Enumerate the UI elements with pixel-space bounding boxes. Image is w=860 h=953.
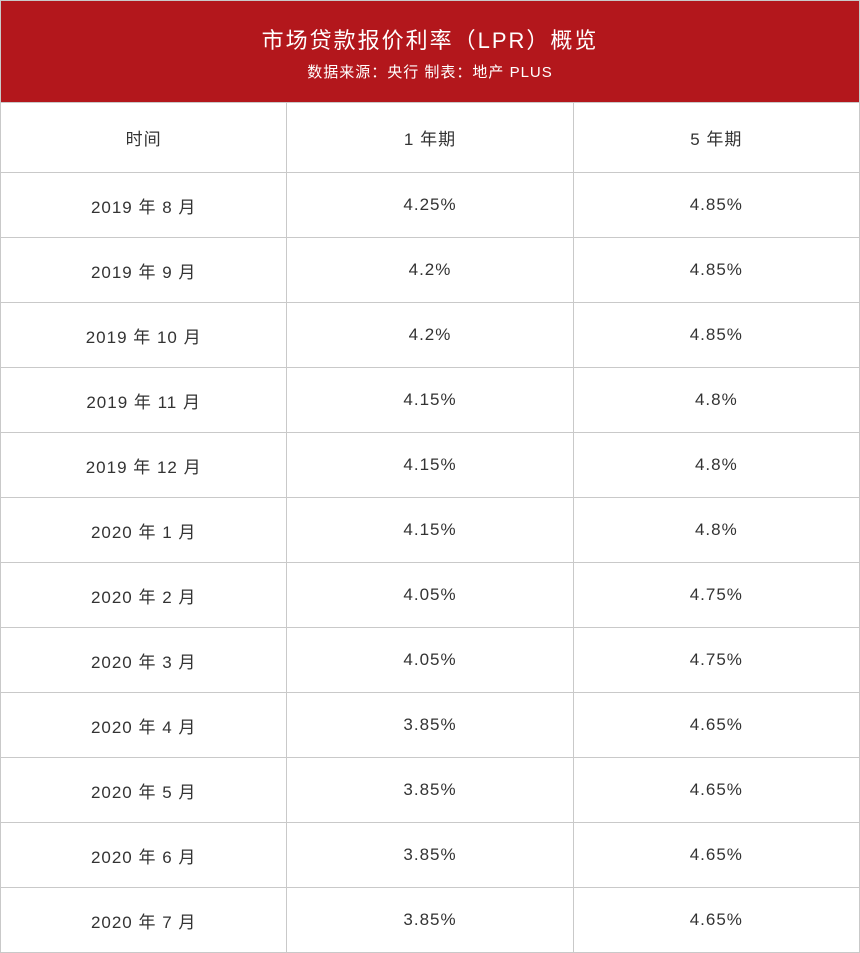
cell-1yr: 4.2% xyxy=(287,238,573,303)
cell-time: 2019 年 9 月 xyxy=(1,238,287,303)
table-header-row: 时间 1 年期 5 年期 xyxy=(1,103,860,173)
cell-time: 2020 年 2 月 xyxy=(1,563,287,628)
lpr-table: 时间 1 年期 5 年期 2019 年 8 月4.25%4.85%2019 年 … xyxy=(0,102,860,953)
cell-time: 2020 年 4 月 xyxy=(1,693,287,758)
table-body: 2019 年 8 月4.25%4.85%2019 年 9 月4.2%4.85%2… xyxy=(1,173,860,953)
cell-5yr: 4.8% xyxy=(573,433,859,498)
cell-time: 2020 年 7 月 xyxy=(1,888,287,953)
cell-1yr: 4.15% xyxy=(287,498,573,563)
cell-1yr: 4.25% xyxy=(287,173,573,238)
cell-5yr: 4.75% xyxy=(573,563,859,628)
table-row: 2020 年 1 月4.15%4.8% xyxy=(1,498,860,563)
cell-time: 2019 年 11 月 xyxy=(1,368,287,433)
table-subtitle: 数据来源：央行 制表：地产 PLUS xyxy=(11,61,849,82)
cell-5yr: 4.85% xyxy=(573,303,859,368)
cell-time: 2019 年 12 月 xyxy=(1,433,287,498)
table-row: 2020 年 2 月4.05%4.75% xyxy=(1,563,860,628)
col-header-time: 时间 xyxy=(1,103,287,173)
cell-time: 2020 年 1 月 xyxy=(1,498,287,563)
cell-5yr: 4.65% xyxy=(573,693,859,758)
cell-5yr: 4.75% xyxy=(573,628,859,693)
cell-5yr: 4.65% xyxy=(573,823,859,888)
table-row: 2020 年 6 月3.85%4.65% xyxy=(1,823,860,888)
cell-5yr: 4.85% xyxy=(573,173,859,238)
table-row: 2019 年 11 月4.15%4.8% xyxy=(1,368,860,433)
cell-5yr: 4.8% xyxy=(573,498,859,563)
cell-1yr: 4.05% xyxy=(287,563,573,628)
col-header-1yr: 1 年期 xyxy=(287,103,573,173)
col-header-5yr: 5 年期 xyxy=(573,103,859,173)
cell-time: 2019 年 10 月 xyxy=(1,303,287,368)
cell-1yr: 3.85% xyxy=(287,758,573,823)
cell-1yr: 3.85% xyxy=(287,823,573,888)
table-row: 2019 年 12 月4.15%4.8% xyxy=(1,433,860,498)
cell-time: 2020 年 3 月 xyxy=(1,628,287,693)
cell-1yr: 3.85% xyxy=(287,888,573,953)
cell-1yr: 4.15% xyxy=(287,368,573,433)
table-row: 2020 年 5 月3.85%4.65% xyxy=(1,758,860,823)
table-row: 2019 年 9 月4.2%4.85% xyxy=(1,238,860,303)
cell-5yr: 4.65% xyxy=(573,888,859,953)
table-row: 2020 年 4 月3.85%4.65% xyxy=(1,693,860,758)
table-title: 市场贷款报价利率（LPR）概览 xyxy=(11,23,849,55)
cell-5yr: 4.65% xyxy=(573,758,859,823)
cell-time: 2020 年 5 月 xyxy=(1,758,287,823)
table-header-band: 市场贷款报价利率（LPR）概览 数据来源：央行 制表：地产 PLUS xyxy=(0,0,860,102)
cell-1yr: 4.05% xyxy=(287,628,573,693)
cell-1yr: 3.85% xyxy=(287,693,573,758)
cell-5yr: 4.8% xyxy=(573,368,859,433)
table-row: 2019 年 10 月4.2%4.85% xyxy=(1,303,860,368)
table-row: 2020 年 3 月4.05%4.75% xyxy=(1,628,860,693)
cell-1yr: 4.15% xyxy=(287,433,573,498)
table-row: 2020 年 7 月3.85%4.65% xyxy=(1,888,860,953)
cell-1yr: 4.2% xyxy=(287,303,573,368)
table-row: 2019 年 8 月4.25%4.85% xyxy=(1,173,860,238)
lpr-table-container: 市场贷款报价利率（LPR）概览 数据来源：央行 制表：地产 PLUS 时间 1 … xyxy=(0,0,860,953)
cell-5yr: 4.85% xyxy=(573,238,859,303)
cell-time: 2020 年 6 月 xyxy=(1,823,287,888)
cell-time: 2019 年 8 月 xyxy=(1,173,287,238)
